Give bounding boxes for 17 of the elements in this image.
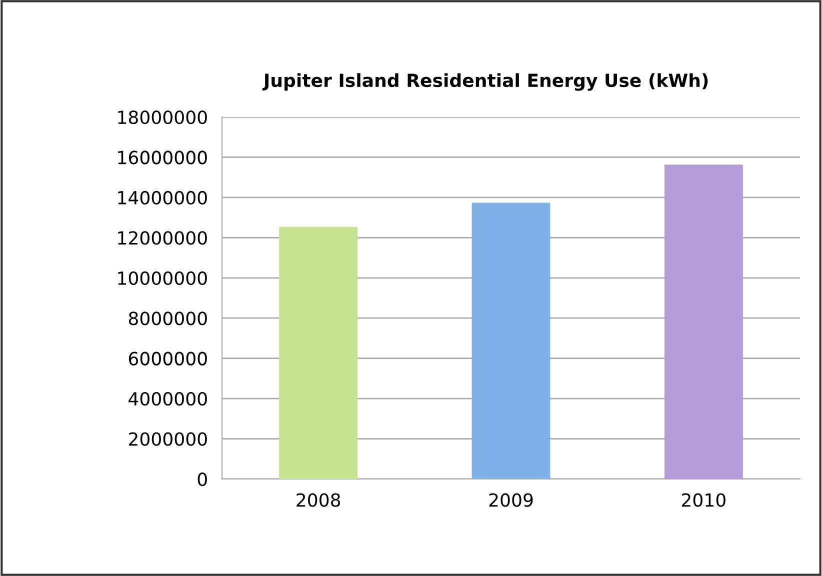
bar xyxy=(664,164,743,479)
y-tick-label: 6000000 xyxy=(128,352,207,366)
chart-title: Jupiter Island Residential Energy Use (kWh) xyxy=(262,73,708,91)
y-tick-label: 12000000 xyxy=(118,231,207,245)
y-tick-label: 14000000 xyxy=(118,190,207,205)
bar xyxy=(472,202,550,479)
y-tick-label: 10000000 xyxy=(118,271,207,286)
x-tick-label: 2010 xyxy=(682,493,726,507)
bar xyxy=(279,226,358,479)
y-tick-label: 16000000 xyxy=(118,150,207,164)
y-tick-label: 2000000 xyxy=(129,432,207,446)
y-tick-label: 4000000 xyxy=(128,392,207,406)
x-tick-label: 2008 xyxy=(296,493,340,507)
y-tick-label: 8000000 xyxy=(128,312,207,326)
x-tick-label: 2009 xyxy=(489,493,533,507)
y-tick-label: 0 xyxy=(198,472,207,486)
y-tick-label: 18000000 xyxy=(118,110,207,124)
